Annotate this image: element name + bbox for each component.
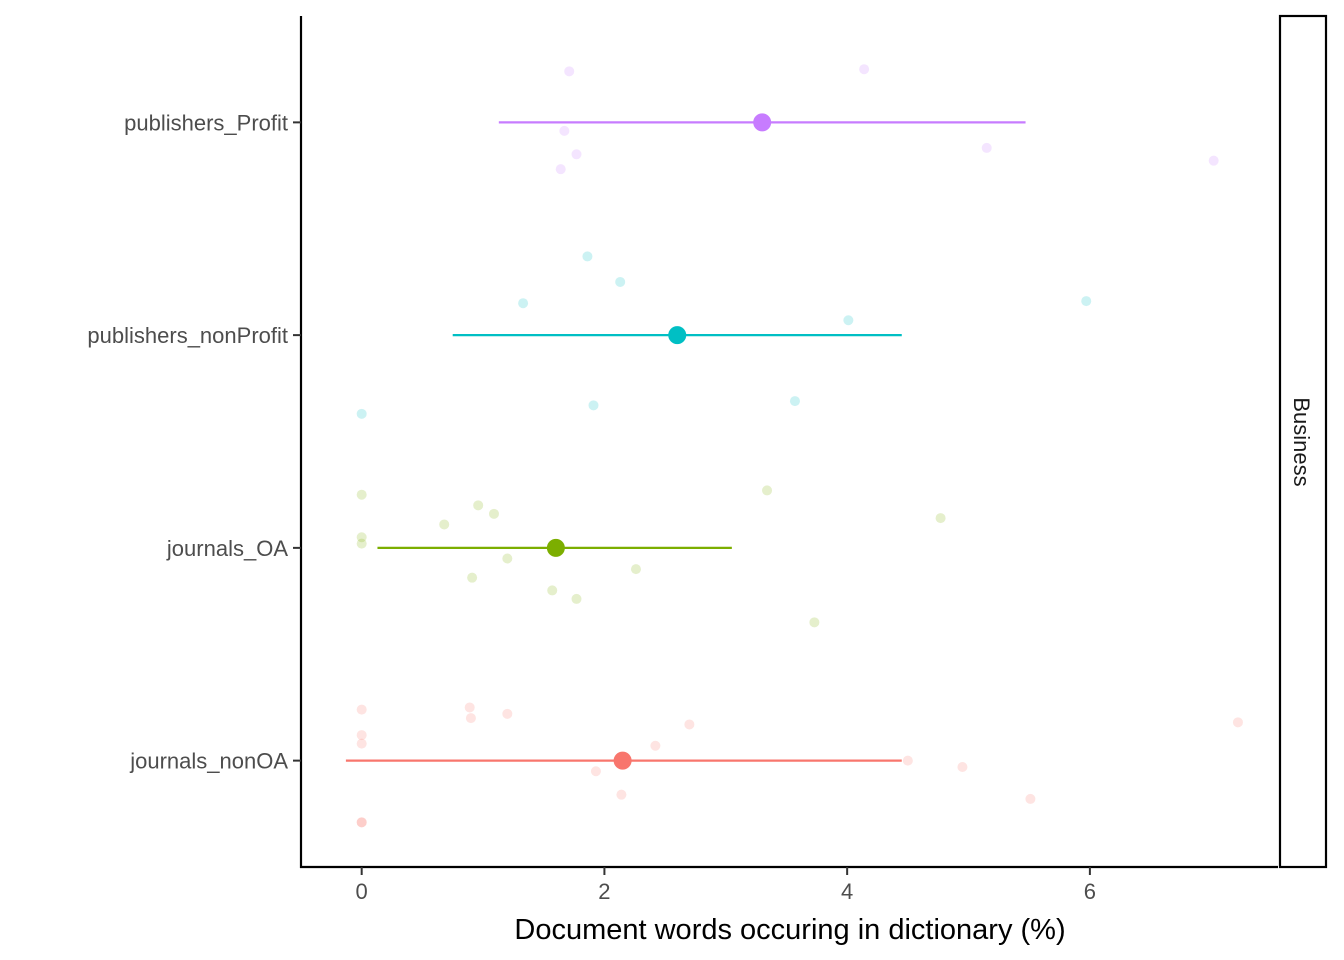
data-point [762,485,773,496]
facet-strip-label: Business [1289,397,1314,486]
data-point [488,508,499,519]
data-point [859,64,870,75]
y-tick-label: publishers_Profit [124,110,288,135]
data-point [464,702,475,713]
mean-point [668,326,687,345]
data-point [356,817,367,828]
jitter-points [356,64,1243,828]
data-point [356,408,367,419]
data-point [439,519,450,530]
data-point [1025,793,1036,804]
data-point [571,593,582,604]
data-point [582,251,593,262]
data-point [356,532,367,543]
data-point [809,617,820,628]
data-point [518,298,529,309]
mean-markers [546,113,772,770]
data-point [356,704,367,715]
data-point [502,553,513,564]
y-tick-label: journals_OA [166,536,288,561]
data-point [559,125,570,136]
data-point [1208,155,1219,166]
data-point [935,513,946,524]
data-point [502,708,513,719]
data-point [684,719,695,730]
data-point [588,400,599,411]
y-axis-ticks: publishers_Profit publishers_nonProfitjou… [87,110,301,774]
data-point [356,738,367,749]
data-point [902,755,913,766]
x-axis-ticks: 0 2 4 6 [356,867,1096,904]
mean-point [546,538,565,557]
data-point [616,789,627,800]
data-point [356,538,367,549]
data-point [615,276,626,287]
data-point [630,564,641,575]
y-tick-label: journals_nonOA [129,749,288,774]
x-tick-label: 6 [1084,879,1096,904]
data-point [1232,717,1243,728]
mean-point [753,113,772,132]
x-tick-label: 2 [598,879,610,904]
data-point [571,149,582,160]
data-point [473,500,484,511]
data-point [465,713,476,724]
data-point [650,740,661,751]
x-axis-title: Document words occuring in dictionary (%… [514,914,1065,946]
data-point [957,762,968,773]
y-tick-label: publishers_nonProfit [87,323,288,348]
x-tick-label: 4 [841,879,853,904]
data-point [843,315,854,326]
data-point [981,142,992,153]
x-tick-label: 0 [356,879,368,904]
data-point [356,730,367,741]
data-point [356,489,367,500]
mean-point [613,751,632,770]
data-point [356,817,367,828]
data-point [555,164,566,175]
data-point [789,396,800,407]
data-point [590,766,601,777]
data-point [547,585,558,596]
data-point [1081,296,1092,307]
facet-strip [1278,14,1328,869]
data-point [467,572,478,583]
data-point [564,66,575,77]
